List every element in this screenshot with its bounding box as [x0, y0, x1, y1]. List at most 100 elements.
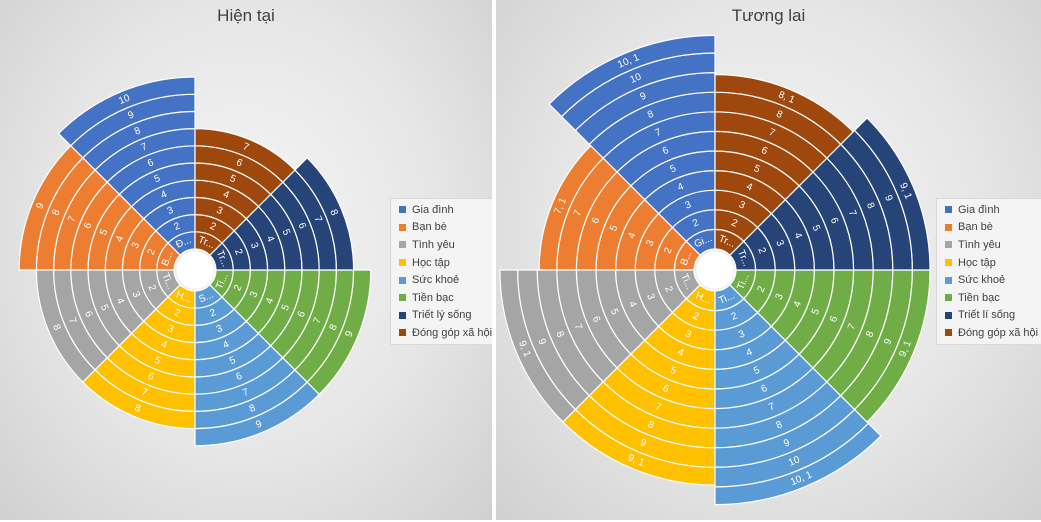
- ring-label: 6: [82, 310, 94, 320]
- legend-item: Tiền bạc: [937, 289, 1041, 307]
- ring-label: 6: [146, 371, 156, 383]
- sector-ring: [538, 144, 604, 271]
- ring-label: 7: [846, 209, 858, 219]
- ring-label: H...: [174, 289, 193, 305]
- ring-label: 8: [50, 323, 62, 333]
- ring-label: 2: [662, 285, 674, 295]
- legend-item: Triết lý sống: [391, 307, 492, 325]
- ring-label: 9: [254, 418, 264, 430]
- ring-label: 9: [35, 201, 47, 211]
- legend-swatch: [399, 294, 406, 302]
- sector-ring: [294, 157, 355, 271]
- sector-ring: [714, 422, 882, 506]
- legend-item: Triết lí sống: [937, 307, 1041, 325]
- legend-swatch: [399, 223, 406, 231]
- sector-ring: [562, 408, 716, 486]
- ring-label: 7: [66, 214, 78, 224]
- legend-item: Tiền bạc: [391, 289, 492, 307]
- polar-chart-current: Đ...2345678910B...23456789Ti...2345678H.…: [18, 76, 372, 447]
- legend-item: Đóng góp xã hội: [937, 324, 1041, 342]
- ring-label: 9: [639, 90, 649, 102]
- legend-label: Triết lý sống: [412, 309, 472, 322]
- legend-swatch: [945, 311, 952, 319]
- ring-label: 4: [159, 189, 169, 201]
- chart-legend: Gia đình Bạn bè Tình yêu Học tập Sức khoẻ Tiề…: [390, 198, 492, 345]
- ring-label: 7: [66, 316, 78, 326]
- ring-label: 9: [882, 337, 894, 347]
- ring-label: 5: [153, 355, 163, 367]
- legend-swatch: [945, 223, 952, 231]
- ring-label: 4: [792, 231, 804, 241]
- ring-label: 8: [554, 330, 566, 340]
- legend-swatch: [399, 329, 406, 337]
- ring-label: 4: [221, 189, 231, 201]
- ring-label: 6: [661, 383, 671, 395]
- chart-title: Tương lai: [731, 6, 806, 25]
- ring-label: 2: [691, 311, 701, 323]
- ring-label: 4: [114, 234, 126, 244]
- ring-label: Đ...: [174, 235, 193, 251]
- ring-label: 8: [133, 125, 143, 137]
- ring-label: 8: [248, 402, 258, 414]
- legend-swatch: [945, 241, 952, 249]
- ring-label: 2: [755, 246, 767, 256]
- ring-label: 5: [228, 355, 238, 367]
- legend-label: Sức khoẻ: [412, 274, 460, 287]
- ring-label: 2: [232, 247, 244, 257]
- ring-label: 7: [311, 215, 323, 225]
- ring-label: 7: [767, 127, 777, 139]
- legend-item: Tình yêu: [937, 236, 1041, 254]
- ring-label: 3: [737, 199, 747, 211]
- ring-label: 8: [646, 109, 656, 121]
- sector-ring: [306, 269, 372, 396]
- ring-label: H...: [694, 291, 713, 307]
- ring-label: 3: [737, 328, 747, 340]
- ring-label: 9: [535, 337, 547, 347]
- ring-label: 2: [145, 283, 157, 293]
- ring-label: 5: [98, 227, 110, 237]
- ring-label: 2: [730, 217, 740, 229]
- ring-label: 10: [787, 454, 802, 469]
- ring-label: 5: [669, 163, 679, 175]
- ring-label: 8: [327, 208, 339, 218]
- ring-label: 4: [626, 231, 638, 241]
- ring-label: 2: [662, 246, 674, 256]
- ring-label: 7: [241, 387, 251, 399]
- legend-item: Học tập: [937, 254, 1041, 272]
- legend-item: Tình yêu: [391, 236, 492, 254]
- ring-label: 7: [241, 141, 251, 153]
- ring-label: 3: [644, 238, 656, 248]
- legend-swatch: [945, 276, 952, 284]
- ring-label: 5: [810, 224, 822, 234]
- ring-label: 2: [232, 283, 244, 293]
- legend-swatch: [399, 259, 406, 267]
- sector-ring: [35, 269, 96, 383]
- legend-swatch: [399, 276, 406, 284]
- ring-label: 5: [280, 228, 292, 238]
- legend-label: Bạn bè: [958, 221, 993, 234]
- ring-label: 2: [691, 217, 701, 229]
- ring-label: 3: [248, 289, 260, 299]
- ring-label: 4: [745, 181, 755, 193]
- ring-label: S...: [197, 290, 215, 306]
- legend-swatch: [399, 241, 406, 249]
- ring-label: 9: [126, 109, 136, 121]
- ring-label: 6: [82, 221, 94, 231]
- legend-label: Gia đình: [958, 203, 1000, 216]
- ring-label: 7: [654, 127, 664, 139]
- sector-ring: [499, 269, 577, 423]
- legend-swatch: [945, 329, 952, 337]
- legend-item: Học tập: [391, 254, 492, 272]
- ring-label: 9: [343, 329, 355, 339]
- ring-label: 9: [782, 437, 792, 449]
